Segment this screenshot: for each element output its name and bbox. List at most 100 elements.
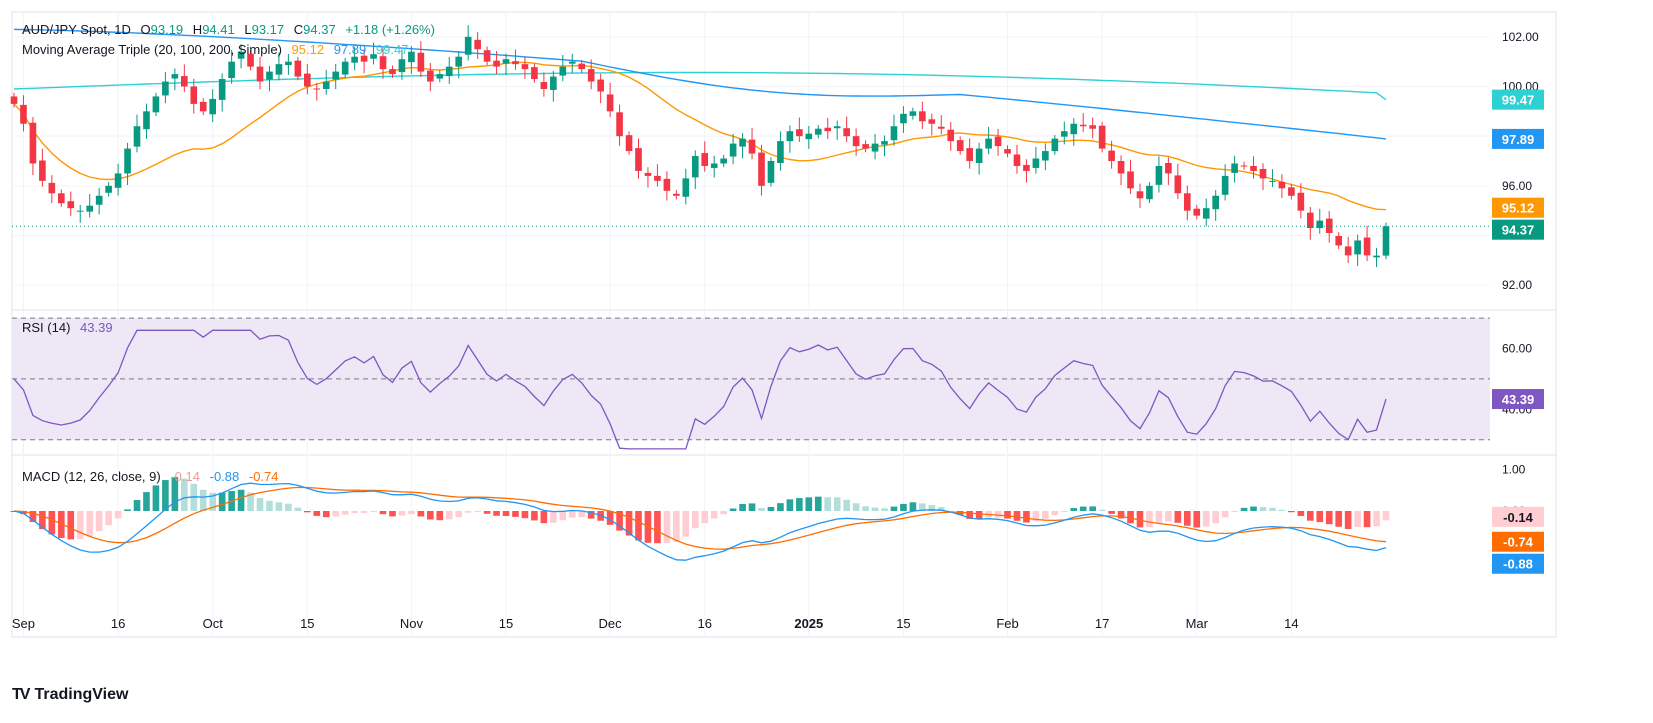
macd-pane[interactable] bbox=[10, 476, 1390, 561]
macd-histogram-bar bbox=[796, 498, 803, 511]
candle-up bbox=[786, 131, 794, 142]
price-pane[interactable] bbox=[10, 25, 1490, 268]
candle-down bbox=[758, 152, 765, 186]
candle-down bbox=[474, 39, 481, 50]
candle-down bbox=[606, 94, 614, 112]
macd-histogram-bar bbox=[1051, 511, 1059, 516]
macd-histogram-bar bbox=[256, 497, 264, 511]
price-label-text: 99.47 bbox=[1502, 93, 1535, 108]
price-label-text: 95.12 bbox=[1502, 201, 1535, 216]
ma20-line bbox=[13, 61, 1387, 211]
macd-histogram-bar bbox=[900, 503, 907, 511]
candle-up bbox=[275, 64, 283, 75]
close-label: C bbox=[293, 22, 304, 37]
candle-down bbox=[1136, 191, 1144, 199]
rsi-pane[interactable] bbox=[12, 317, 1490, 450]
macd-histogram-bar bbox=[474, 511, 481, 513]
macd-histogram-bar bbox=[1382, 511, 1390, 521]
candle-up bbox=[975, 148, 983, 163]
macd-histogram-bar bbox=[67, 511, 75, 540]
candle-down bbox=[48, 182, 56, 194]
macd-histogram-bar bbox=[351, 511, 358, 513]
macd-label-macd bbox=[1492, 553, 1544, 574]
price-label-ma200 bbox=[1492, 89, 1544, 110]
macd-histogram-bar bbox=[436, 511, 444, 521]
ohlc-high: H94.41 bbox=[193, 22, 235, 37]
candle-down bbox=[294, 60, 302, 77]
macd-histogram-bar bbox=[758, 508, 765, 511]
candle-up bbox=[720, 158, 727, 164]
macd-histogram-bar bbox=[1344, 511, 1352, 529]
macd-histogram-bar bbox=[890, 506, 898, 511]
macd-histogram-bar bbox=[767, 506, 775, 511]
candle-up bbox=[805, 133, 813, 140]
macd-histogram-bar bbox=[1079, 506, 1087, 511]
time-tick-label: 16 bbox=[697, 616, 711, 631]
macd-label-text: -0.14 bbox=[1503, 510, 1533, 525]
time-tick-label: 15 bbox=[499, 616, 513, 631]
candle-down bbox=[521, 64, 529, 70]
candle-down bbox=[625, 135, 633, 152]
time-tick-label: 14 bbox=[1284, 616, 1298, 631]
macd-histogram-bar bbox=[275, 502, 283, 511]
rsi-legend[interactable]: RSI (14) 43.39 bbox=[22, 320, 119, 335]
macd-histogram-bar bbox=[909, 502, 917, 511]
ohlc-close: C94.37 bbox=[294, 22, 336, 37]
candle-down bbox=[701, 153, 709, 166]
macd-histogram-bar bbox=[1004, 511, 1011, 519]
candle-down bbox=[1240, 165, 1248, 167]
candle-up bbox=[1042, 151, 1049, 161]
macd-hist-value: -0.14 bbox=[170, 469, 200, 484]
macd-histogram-bar bbox=[114, 511, 122, 519]
ma-legend[interactable]: Moving Average Triple (20, 100, 200, Sim… bbox=[22, 42, 414, 57]
macd-title: MACD (12, 26, close, 9) bbox=[22, 469, 161, 484]
candle-down bbox=[67, 201, 75, 209]
macd-histogram-bar bbox=[1306, 511, 1314, 521]
macd-histogram-bar bbox=[1155, 511, 1163, 524]
symbol-legend: AUD/JPY Spot, 1D O93.19 H94.41 L93.17 C9… bbox=[22, 22, 441, 37]
macd-histogram-bar bbox=[862, 506, 869, 511]
candle-up bbox=[1060, 131, 1068, 137]
macd-histogram-bar bbox=[1108, 511, 1115, 514]
macd-histogram-bar bbox=[1240, 507, 1248, 511]
candle-down bbox=[928, 119, 936, 124]
price-label-text: 97.89 bbox=[1502, 132, 1535, 147]
macd-legend[interactable]: MACD (12, 26, close, 9) -0.14 -0.88 -0.7… bbox=[22, 469, 285, 484]
candle-down bbox=[1023, 164, 1030, 171]
macd-histogram-bar bbox=[635, 511, 642, 541]
macd-histogram-bar bbox=[237, 489, 245, 511]
macd-histogram-bar bbox=[1098, 509, 1106, 511]
macd-histogram-bar bbox=[559, 511, 567, 521]
tradingview-brand[interactable]: TV TradingView bbox=[12, 686, 128, 704]
macd-histogram-bar bbox=[20, 511, 27, 515]
macd-line bbox=[13, 482, 1387, 561]
macd-histogram-bar bbox=[124, 509, 131, 511]
macd-histogram-bar bbox=[408, 511, 415, 515]
candle-up bbox=[152, 96, 160, 113]
macd-histogram-bar bbox=[616, 511, 623, 531]
candle-down bbox=[862, 144, 869, 149]
candle-up bbox=[218, 79, 226, 100]
macd-histogram-bar bbox=[502, 511, 510, 516]
macd-histogram-bar bbox=[833, 497, 841, 511]
macd-histogram-bar bbox=[663, 511, 671, 544]
macd-histogram-bar bbox=[1032, 511, 1040, 522]
macd-histogram-bar bbox=[76, 511, 84, 539]
candle-up bbox=[86, 205, 94, 212]
candle-down bbox=[483, 50, 491, 62]
macd-histogram-bar bbox=[181, 478, 188, 511]
macd-histogram-bar bbox=[1363, 511, 1371, 528]
candle-up bbox=[1373, 255, 1380, 258]
ma-title: Moving Average Triple (20, 100, 200, Sim… bbox=[22, 42, 282, 57]
candle-down bbox=[313, 88, 321, 90]
candle-up bbox=[209, 98, 217, 115]
candle-up bbox=[408, 51, 415, 63]
candle-down bbox=[39, 160, 46, 181]
macd-histogram-bar bbox=[814, 496, 822, 511]
macd-histogram-bar bbox=[39, 511, 46, 530]
macd-label-histogram bbox=[1492, 506, 1544, 527]
candle-down bbox=[1363, 237, 1371, 256]
macd-histogram-bar bbox=[1070, 508, 1078, 511]
candle-up bbox=[777, 141, 784, 163]
